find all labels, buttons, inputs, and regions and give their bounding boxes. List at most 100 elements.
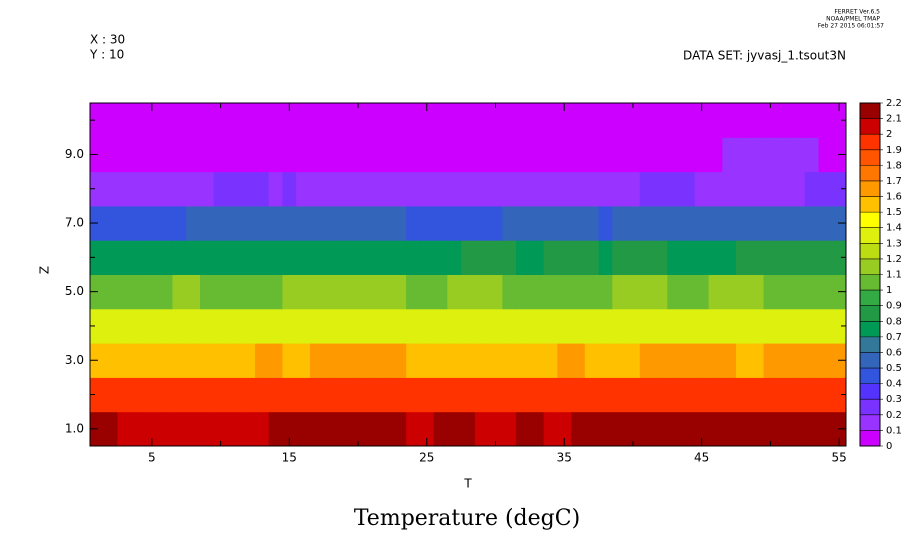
cell (296, 171, 311, 207)
cell (667, 171, 682, 207)
cell (571, 205, 586, 241)
cell (406, 377, 421, 413)
cell (653, 377, 668, 413)
cell (158, 103, 173, 138)
cell (186, 205, 201, 241)
cell (158, 171, 173, 207)
cell (351, 274, 366, 310)
cell (749, 103, 765, 138)
cell (804, 343, 820, 378)
cell (186, 377, 201, 413)
dataset: DATA SET: jyvasj_1.tsout3N (683, 49, 846, 63)
cell (708, 308, 723, 344)
cell (447, 343, 462, 378)
cell (364, 240, 380, 275)
cell (254, 171, 270, 207)
colorbar-swatch (860, 383, 880, 400)
cell (323, 343, 338, 378)
cell (103, 343, 118, 378)
cell (694, 103, 710, 138)
cell (502, 411, 517, 447)
cell (584, 308, 600, 344)
cell (708, 343, 723, 378)
cell (818, 171, 833, 207)
cell (488, 171, 503, 207)
cell (667, 205, 682, 241)
cell (598, 308, 613, 344)
cell (804, 205, 820, 241)
colorbar-swatch (860, 103, 880, 119)
cell (612, 274, 627, 310)
colorbar-swatch (860, 430, 880, 446)
cell (337, 137, 352, 173)
cell (474, 308, 490, 344)
cell (804, 103, 820, 138)
cell (323, 274, 338, 310)
cell (474, 377, 490, 413)
cell (818, 377, 833, 413)
cell (516, 103, 531, 138)
cell (241, 411, 256, 447)
cell (791, 137, 806, 173)
cell (584, 240, 600, 275)
cell (199, 205, 215, 241)
cell (117, 240, 132, 275)
cell (639, 377, 655, 413)
cell (378, 308, 393, 344)
cell (419, 343, 435, 378)
cell (626, 377, 641, 413)
cell (364, 343, 380, 378)
cell (213, 308, 228, 344)
cell (543, 137, 558, 173)
colorbar-label: 1.9 (886, 145, 902, 156)
cell (598, 343, 613, 378)
cell (296, 411, 311, 447)
cell (667, 343, 682, 378)
cell (474, 240, 490, 275)
cell (419, 205, 435, 241)
cell (612, 137, 627, 173)
cell (117, 411, 132, 447)
cell (323, 205, 338, 241)
cell (639, 205, 655, 241)
cell (309, 137, 325, 173)
cell (653, 103, 668, 138)
cell (529, 274, 545, 310)
cell (378, 103, 393, 138)
cell (392, 377, 407, 413)
cell (681, 205, 696, 241)
y-tick-label: 5.0 (65, 284, 84, 298)
cell (378, 377, 393, 413)
cell (447, 171, 462, 207)
colorbar-swatch (860, 414, 880, 431)
cell (323, 411, 338, 447)
cell (103, 103, 118, 138)
cell (461, 377, 476, 413)
cell (172, 171, 187, 207)
x-axis-label: T (463, 477, 472, 491)
cell (254, 343, 270, 378)
cell (199, 137, 215, 173)
cell (213, 137, 228, 173)
cell (474, 343, 490, 378)
cell (241, 171, 256, 207)
cell (461, 103, 476, 138)
cell (241, 343, 256, 378)
cell (736, 377, 751, 413)
cell (598, 377, 613, 413)
cell (529, 343, 545, 378)
cell (364, 205, 380, 241)
cell (351, 171, 366, 207)
cell (502, 377, 517, 413)
cell (144, 343, 160, 378)
cell (309, 411, 325, 447)
cell (722, 205, 737, 241)
cell (406, 103, 421, 138)
cell (818, 205, 833, 241)
cell (392, 240, 407, 275)
cell (90, 171, 105, 207)
cell (694, 274, 710, 310)
cell (777, 274, 792, 310)
cell (749, 343, 765, 378)
